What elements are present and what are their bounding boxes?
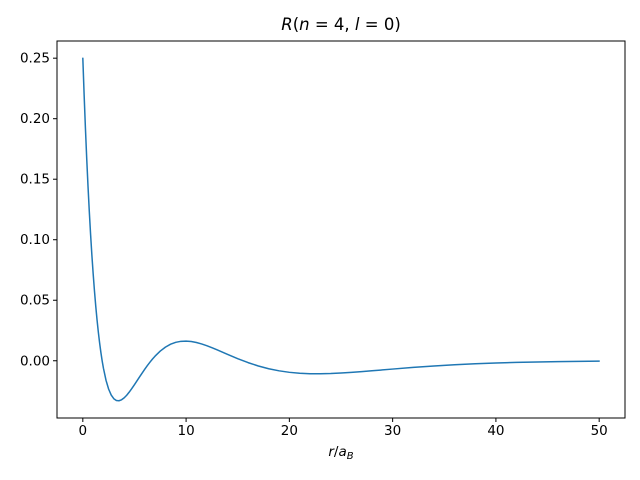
x-tick-label: 30 [384, 423, 401, 439]
y-tick-label: 0.00 [20, 353, 50, 369]
y-tick-label: 0.05 [20, 293, 50, 309]
x-tick-label: 20 [281, 423, 298, 439]
y-tick-label: 0.20 [20, 111, 50, 127]
y-tick-label: 0.10 [20, 232, 50, 248]
x-axis-label: r/aB [328, 444, 353, 462]
series-line-R40-radial-wavefunction [82, 57, 600, 402]
y-tick-label: 0.15 [20, 172, 50, 188]
x-tick-label: 0 [79, 423, 88, 439]
chart-title: R(n = 4, l = 0) [281, 15, 401, 34]
x-tick-label: 50 [591, 423, 608, 439]
axes-frame [56, 40, 626, 419]
x-tick-label: 40 [487, 423, 504, 439]
x-tick-label: 10 [177, 423, 194, 439]
y-tick-label: 0.25 [20, 51, 50, 67]
